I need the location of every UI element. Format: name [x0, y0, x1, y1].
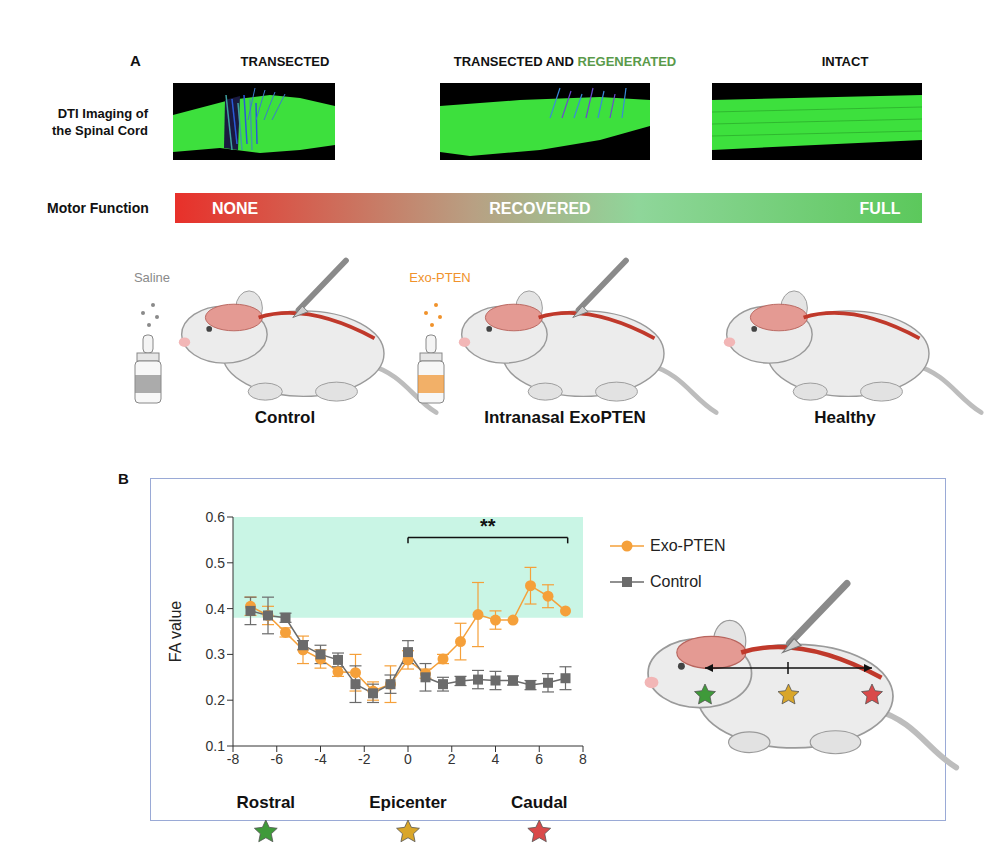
svg-text:Control: Control [255, 408, 315, 427]
svg-text:DTI Imaging ofthe Spinal Cord: DTI Imaging ofthe Spinal Cord [52, 106, 149, 138]
svg-text:NONE: NONE [212, 200, 259, 217]
svg-text:Motor Function: Motor Function [47, 200, 149, 216]
svg-text:**: ** [480, 515, 496, 537]
svg-text:-2: -2 [358, 751, 371, 767]
svg-text:Intranasal ExoPTEN: Intranasal ExoPTEN [484, 408, 646, 427]
svg-text:2: 2 [448, 751, 456, 767]
svg-text:TRANSECTED AND REGENERATED: TRANSECTED AND REGENERATED [454, 54, 676, 69]
svg-text:-4: -4 [314, 751, 327, 767]
svg-text:4: 4 [492, 751, 500, 767]
svg-text:0.6: 0.6 [206, 509, 226, 525]
svg-text:TRANSECTED: TRANSECTED [241, 54, 330, 69]
svg-text:-6: -6 [271, 751, 284, 767]
svg-text:0.5: 0.5 [206, 555, 226, 571]
svg-text:Healthy: Healthy [814, 408, 876, 427]
svg-text:Caudal: Caudal [511, 793, 568, 812]
svg-text:FA value: FA value [167, 601, 184, 662]
svg-text:RECOVERED: RECOVERED [489, 200, 590, 217]
svg-text:8: 8 [579, 751, 587, 767]
svg-text:A: A [130, 52, 141, 69]
html-text:B: B [118, 470, 129, 487]
svg-text:FULL: FULL [860, 200, 901, 217]
svg-text:0.2: 0.2 [206, 692, 226, 708]
html-text:Control: Control [650, 573, 702, 590]
svg-text:0.3: 0.3 [206, 646, 226, 662]
svg-text:0.1: 0.1 [206, 738, 226, 754]
svg-text:-8: -8 [227, 751, 240, 767]
html-text:Exo-PTEN: Exo-PTEN [650, 537, 726, 554]
svg-text:0: 0 [404, 751, 412, 767]
svg-text:INTACT: INTACT [822, 54, 869, 69]
svg-text:Exo-PTEN: Exo-PTEN [409, 270, 470, 285]
svg-text:6: 6 [535, 751, 543, 767]
svg-text:Saline: Saline [134, 270, 170, 285]
svg-text:0.4: 0.4 [206, 601, 226, 617]
svg-text:Epicenter: Epicenter [369, 793, 447, 812]
svg-text:Rostral: Rostral [237, 793, 296, 812]
